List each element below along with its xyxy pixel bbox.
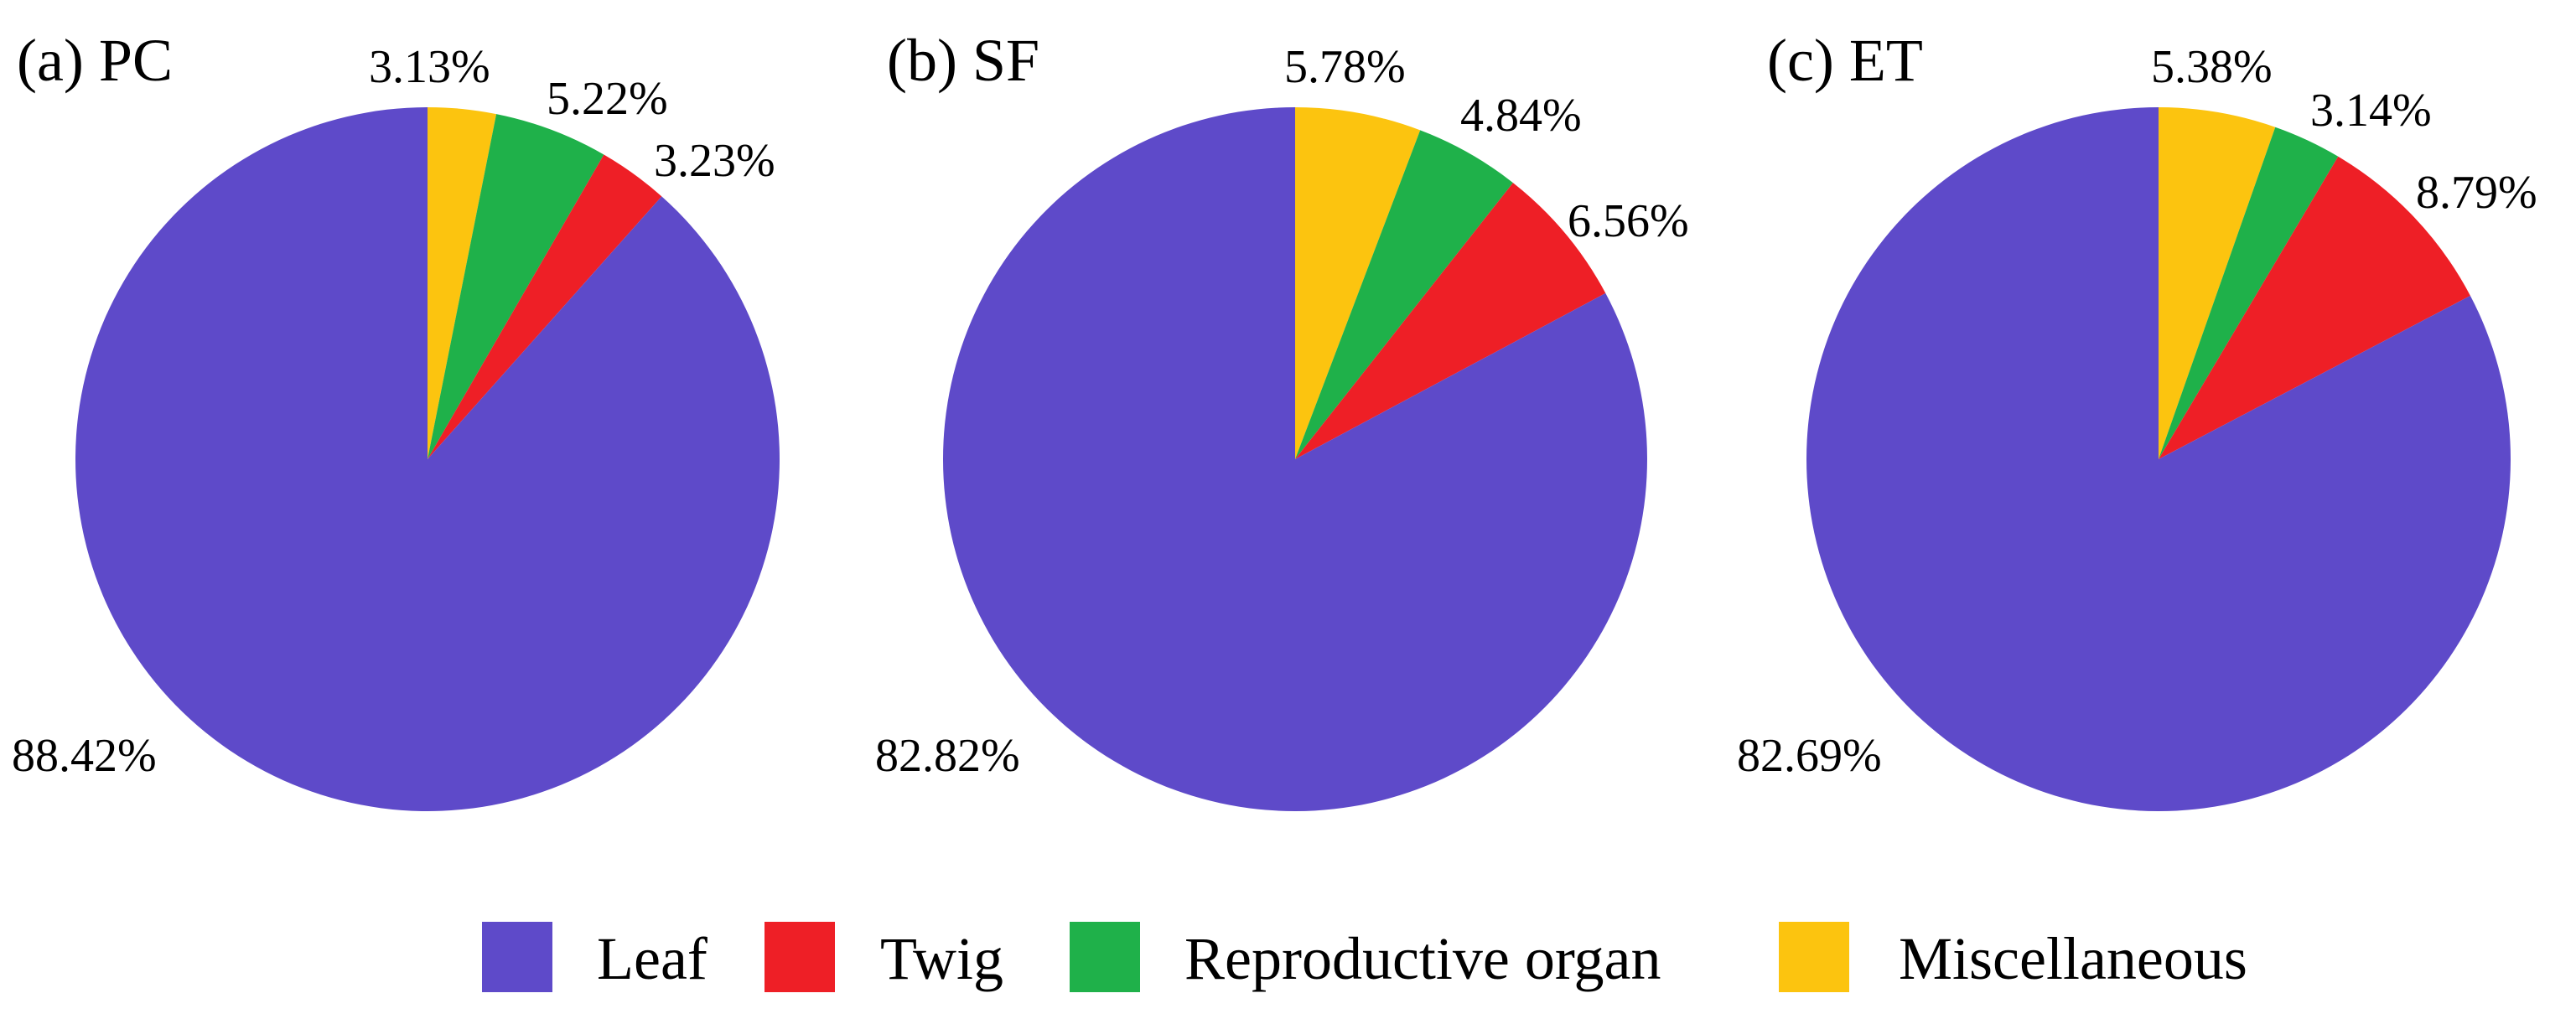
slice-pc-reproductive-organ <box>428 114 604 459</box>
slice-et-twig <box>2159 156 2470 459</box>
pie-sf <box>942 107 1647 811</box>
slice-label-pc-twig: 3.23% <box>654 135 775 187</box>
slice-et-miscellaneous <box>2159 107 2276 459</box>
slice-et-reproductive-organ <box>2159 127 2339 459</box>
legend-label-twig: Twig <box>880 925 1003 992</box>
panel-title-sf: (b) SF <box>887 27 1039 94</box>
legend-swatch-reproductive-organ <box>1070 922 1140 992</box>
legend: Leaf Twig Reproductive organ Miscellaneo… <box>482 922 2247 992</box>
slice-pc-miscellaneous <box>428 107 497 459</box>
slice-pc-twig <box>428 154 662 460</box>
slice-label-et-leaf: 82.69% <box>1737 730 1882 782</box>
slice-label-et-miscellaneous: 5.38% <box>2151 41 2273 93</box>
pie-pc <box>75 107 780 811</box>
panel-et: (c) ET 5.38% 3.14% 8.79% 82.69% <box>1737 27 2537 811</box>
slice-sf-twig <box>1295 183 1606 459</box>
slice-sf-reproductive-organ <box>1295 130 1513 459</box>
legend-swatch-miscellaneous <box>1779 922 1849 992</box>
panel-sf: (b) SF 5.78% 4.84% 6.56% 82.82% <box>875 27 1689 811</box>
legend-label-leaf: Leaf <box>597 925 707 992</box>
legend-swatch-twig <box>765 922 835 992</box>
slice-pc-leaf <box>75 107 780 811</box>
slice-label-sf-leaf: 82.82% <box>875 730 1020 782</box>
slice-et-leaf <box>1806 107 2511 811</box>
pie-et <box>1806 107 2511 811</box>
panel-title-et: (c) ET <box>1767 27 1923 94</box>
legend-swatch-leaf <box>482 922 552 992</box>
slice-label-et-twig: 8.79% <box>2416 167 2537 219</box>
slice-label-pc-reproductive-organ: 5.22% <box>547 73 668 125</box>
slice-label-sf-reproductive-organ: 4.84% <box>1460 90 1582 142</box>
panel-pc: (a) PC 3.13% 5.22% 3.23% 88.42% <box>12 27 780 811</box>
panel-title-pc: (a) PC <box>17 27 173 94</box>
slice-label-sf-miscellaneous: 5.78% <box>1284 41 1406 93</box>
slice-label-et-reproductive-organ: 3.14% <box>2310 85 2432 137</box>
legend-label-miscellaneous: Miscellaneous <box>1899 925 2247 992</box>
slice-label-pc-leaf: 88.42% <box>12 730 157 782</box>
slice-sf-leaf <box>942 107 1647 811</box>
slice-label-sf-twig: 6.56% <box>1568 195 1689 247</box>
slice-label-pc-miscellaneous: 3.13% <box>369 41 490 93</box>
legend-label-reproductive-organ: Reproductive organ <box>1184 925 1661 992</box>
slice-sf-miscellaneous <box>1295 107 1421 459</box>
